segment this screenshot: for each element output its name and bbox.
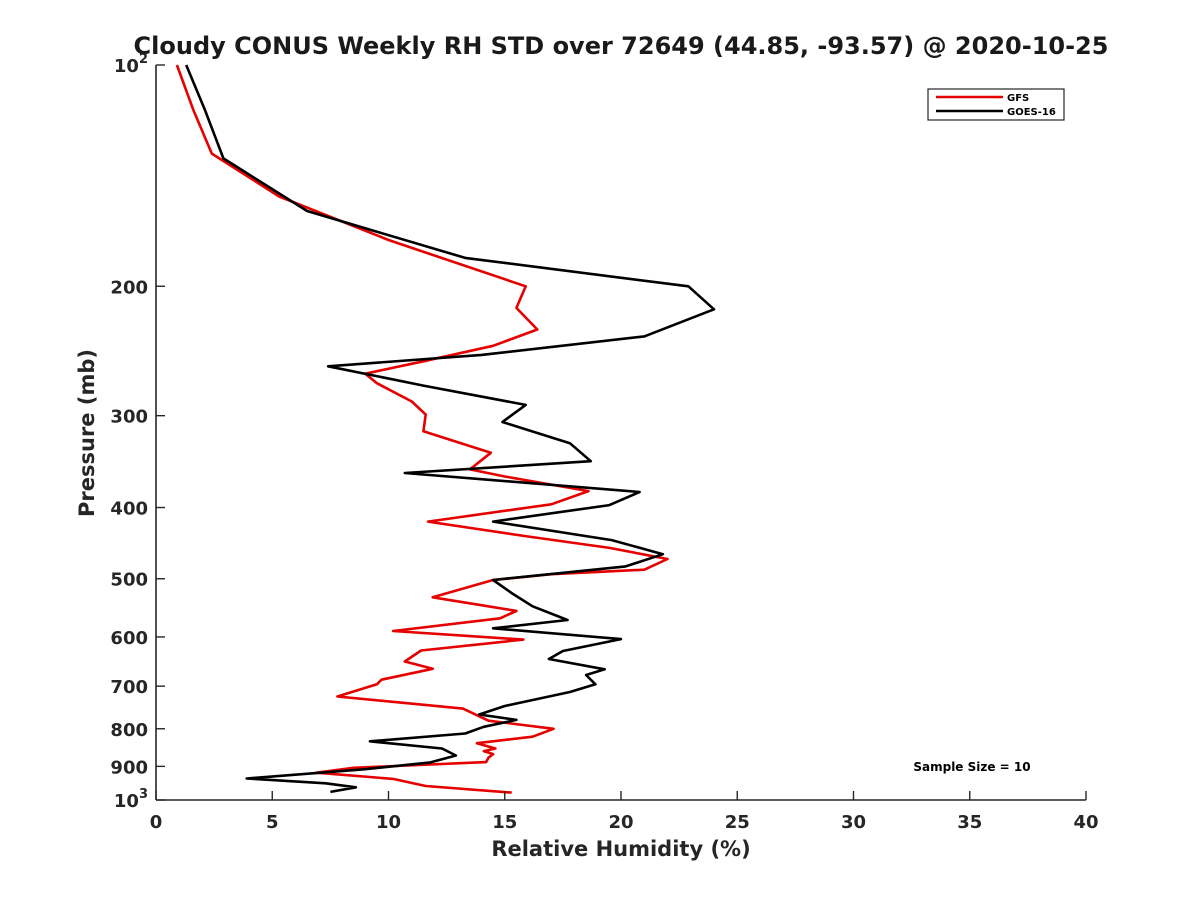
y-axis-label: Pressure (mb) [75, 349, 99, 517]
x-tick-label: 0 [150, 812, 163, 833]
x-tick-label: 40 [1073, 812, 1098, 833]
x-tick-label: 25 [725, 812, 750, 833]
legend-label-goes16: GOES-16 [1007, 107, 1056, 118]
y-axis-ticks: 102 200 300 400 500 600 700 800 900 103 [110, 52, 165, 812]
legend: GFS GOES-16 [927, 88, 1065, 121]
sample-size-annotation: Sample Size = 10 [913, 760, 1030, 774]
x-tick-label: 5 [266, 812, 279, 833]
chart-title: Cloudy CONUS Weekly RH STD over 72649 (4… [134, 32, 1109, 60]
y-tick-label: 300 [110, 407, 148, 428]
y-tick-label: 900 [110, 757, 148, 778]
x-tick-label: 10 [376, 812, 401, 833]
y-tick-label: 102 [114, 52, 148, 77]
y-tick-label: 700 [110, 677, 148, 698]
legend-label-gfs: GFS [1007, 93, 1029, 104]
x-tick-label: 35 [957, 812, 982, 833]
x-tick-label: 20 [608, 812, 633, 833]
series-line-goes16 [185, 64, 716, 794]
y-tick-label: 500 [110, 570, 148, 591]
x-axis-ticks: 0 5 10 15 20 25 30 35 40 [150, 791, 1099, 833]
y-tick-label: 800 [110, 720, 148, 741]
plot-area [175, 64, 716, 794]
legend-box [927, 88, 1065, 121]
y-tick-label: 200 [110, 277, 148, 298]
y-tick-label: 103 [114, 787, 148, 812]
x-tick-label: 30 [841, 812, 866, 833]
x-axis-label: Relative Humidity (%) [491, 837, 750, 861]
x-tick-label: 15 [492, 812, 517, 833]
y-tick-label: 600 [110, 628, 148, 649]
y-tick-label: 400 [110, 499, 148, 520]
